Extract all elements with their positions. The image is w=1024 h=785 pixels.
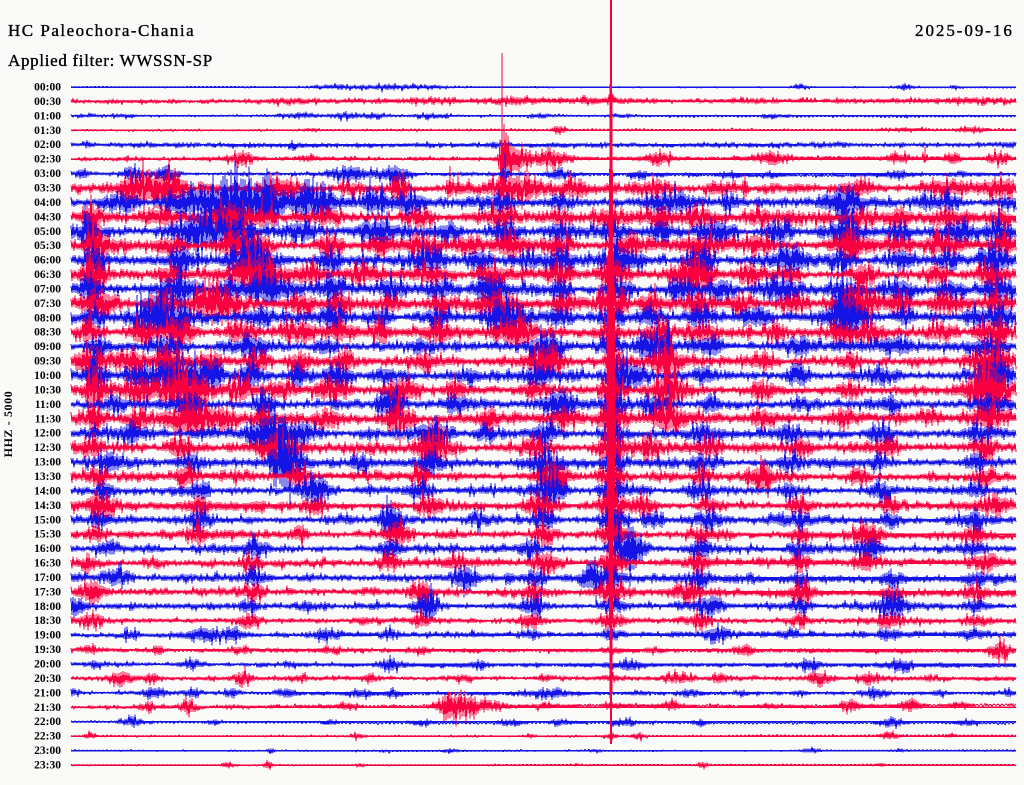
svg-text:05:00: 05:00 (34, 226, 61, 238)
svg-text:00:30: 00:30 (34, 96, 61, 108)
svg-text:22:30: 22:30 (34, 731, 61, 743)
svg-text:04:00: 04:00 (34, 197, 61, 209)
svg-text:13:00: 13:00 (34, 457, 61, 469)
svg-text:10:00: 10:00 (34, 370, 61, 382)
svg-text:04:30: 04:30 (34, 211, 61, 223)
svg-text:18:30: 18:30 (34, 615, 61, 627)
svg-text:14:30: 14:30 (34, 500, 61, 512)
svg-text:HC Paleochora-Chania: HC Paleochora-Chania (8, 21, 195, 40)
svg-text:11:00: 11:00 (35, 399, 61, 411)
svg-text:23:00: 23:00 (34, 745, 61, 757)
svg-text:22:00: 22:00 (34, 716, 61, 728)
svg-text:02:30: 02:30 (34, 154, 61, 166)
svg-text:2025-09-16: 2025-09-16 (915, 21, 1014, 40)
svg-text:07:30: 07:30 (34, 298, 61, 310)
svg-text:08:30: 08:30 (34, 327, 61, 339)
svg-text:06:00: 06:00 (34, 255, 61, 267)
svg-text:07:00: 07:00 (34, 284, 61, 296)
svg-text:19:00: 19:00 (34, 630, 61, 642)
svg-text:09:00: 09:00 (34, 341, 61, 353)
svg-text:13:30: 13:30 (34, 471, 61, 483)
svg-text:09:30: 09:30 (34, 356, 61, 368)
svg-text:23:30: 23:30 (34, 760, 61, 772)
svg-text:15:30: 15:30 (34, 529, 61, 541)
svg-text:14:00: 14:00 (34, 485, 61, 497)
svg-text:20:30: 20:30 (34, 673, 61, 685)
svg-text:15:00: 15:00 (34, 514, 61, 526)
svg-text:03:00: 03:00 (34, 168, 61, 180)
svg-text:17:30: 17:30 (34, 586, 61, 598)
svg-text:01:00: 01:00 (34, 110, 61, 122)
svg-text:01:30: 01:30 (34, 125, 61, 137)
svg-text:HHZ - 5000: HHZ - 5000 (1, 391, 15, 458)
svg-text:03:30: 03:30 (34, 183, 61, 195)
svg-text:02:00: 02:00 (34, 139, 61, 151)
svg-text:18:00: 18:00 (34, 601, 61, 613)
svg-text:12:30: 12:30 (34, 442, 61, 454)
svg-text:20:00: 20:00 (34, 659, 61, 671)
svg-text:19:30: 19:30 (34, 644, 61, 656)
svg-text:Applied filter: WWSSN-SP: Applied filter: WWSSN-SP (8, 51, 213, 70)
svg-text:17:00: 17:00 (34, 572, 61, 584)
svg-text:08:00: 08:00 (34, 312, 61, 324)
svg-text:12:00: 12:00 (34, 428, 61, 440)
svg-text:05:30: 05:30 (34, 240, 61, 252)
svg-text:16:30: 16:30 (34, 558, 61, 570)
svg-text:21:30: 21:30 (34, 702, 61, 714)
svg-text:00:00: 00:00 (34, 82, 61, 94)
svg-text:16:00: 16:00 (34, 543, 61, 555)
svg-text:11:30: 11:30 (35, 413, 61, 425)
svg-text:10:30: 10:30 (34, 384, 61, 396)
svg-text:21:00: 21:00 (34, 687, 61, 699)
svg-text:06:30: 06:30 (34, 269, 61, 281)
